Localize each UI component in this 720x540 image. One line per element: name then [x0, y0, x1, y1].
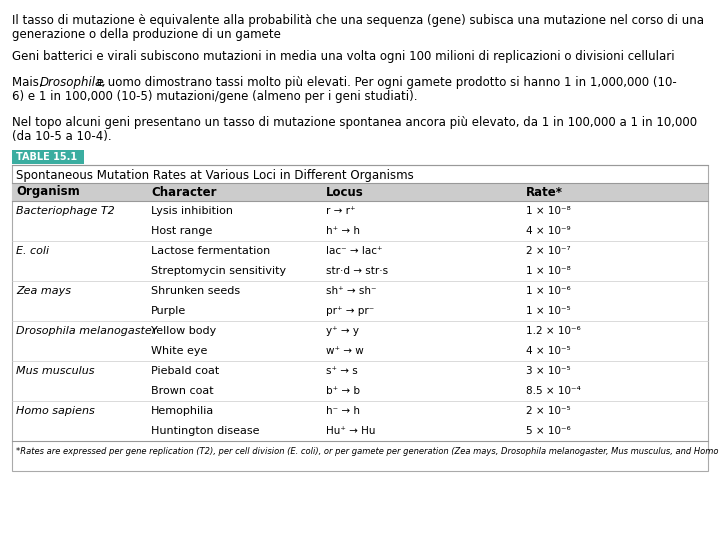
Text: Huntington disease: Huntington disease — [151, 426, 259, 436]
Text: Character: Character — [151, 186, 217, 199]
Text: pr⁺ → pr⁻: pr⁺ → pr⁻ — [326, 306, 374, 316]
Bar — [12, 165, 708, 471]
Text: 1 × 10⁻⁶: 1 × 10⁻⁶ — [526, 286, 571, 296]
Text: h⁻ → h: h⁻ → h — [326, 406, 360, 416]
Text: Shrunken seeds: Shrunken seeds — [151, 286, 240, 296]
Text: Geni batterici e virali subiscono mutazioni in media una volta ogni 100 milioni : Geni batterici e virali subiscono mutazi… — [12, 50, 675, 63]
Text: lac⁻ → lac⁺: lac⁻ → lac⁺ — [326, 246, 382, 256]
Text: Streptomycin sensitivity: Streptomycin sensitivity — [151, 266, 286, 276]
Text: 5 × 10⁻⁶: 5 × 10⁻⁶ — [526, 426, 571, 436]
Text: (da 10-5 a 10-4).: (da 10-5 a 10-4). — [12, 130, 112, 143]
Text: str·d → str·s: str·d → str·s — [326, 266, 388, 276]
Text: 2 × 10⁻⁷: 2 × 10⁻⁷ — [526, 246, 571, 256]
Text: E. coli: E. coli — [16, 246, 49, 256]
Text: r → r⁺: r → r⁺ — [326, 206, 356, 216]
Text: b⁺ → b: b⁺ → b — [326, 386, 360, 396]
Text: h⁺ → h: h⁺ → h — [326, 226, 360, 236]
Text: Mus musculus: Mus musculus — [16, 366, 94, 376]
Text: Brown coat: Brown coat — [151, 386, 214, 396]
Text: Hemophilia: Hemophilia — [151, 406, 215, 416]
Text: 8.5 × 10⁻⁴: 8.5 × 10⁻⁴ — [526, 386, 581, 396]
Text: Nel topo alcuni geni presentano un tasso di mutazione spontanea ancora più eleva: Nel topo alcuni geni presentano un tasso… — [12, 116, 697, 129]
Text: generazione o della produzione di un gamete: generazione o della produzione di un gam… — [12, 28, 281, 41]
Text: Homo sapiens: Homo sapiens — [16, 406, 95, 416]
Text: w⁺ → w: w⁺ → w — [326, 346, 364, 356]
Text: 1 × 10⁻⁵: 1 × 10⁻⁵ — [526, 306, 571, 316]
Bar — [12, 183, 708, 201]
Text: 2 × 10⁻⁵: 2 × 10⁻⁵ — [526, 406, 571, 416]
Text: y⁺ → y: y⁺ → y — [326, 326, 359, 336]
Text: Drosophila,: Drosophila, — [40, 76, 107, 89]
Text: Piebald coat: Piebald coat — [151, 366, 220, 376]
Text: 1.2 × 10⁻⁶: 1.2 × 10⁻⁶ — [526, 326, 581, 336]
Text: Yellow body: Yellow body — [151, 326, 216, 336]
Text: Zea mays: Zea mays — [16, 286, 71, 296]
Text: sh⁺ → sh⁻: sh⁺ → sh⁻ — [326, 286, 377, 296]
Text: 4 × 10⁻⁹: 4 × 10⁻⁹ — [526, 226, 571, 236]
Text: 1 × 10⁻⁸: 1 × 10⁻⁸ — [526, 266, 571, 276]
Text: 6) e 1 in 100,000 (10-5) mutazioni/gene (almeno per i geni studiati).: 6) e 1 in 100,000 (10-5) mutazioni/gene … — [12, 90, 418, 103]
Text: Lactose fermentation: Lactose fermentation — [151, 246, 270, 256]
Text: Bacteriophage T2: Bacteriophage T2 — [16, 206, 114, 216]
Text: Il tasso di mutazione è equivalente alla probabilità che una sequenza (gene) sub: Il tasso di mutazione è equivalente alla… — [12, 14, 704, 27]
Text: Lysis inhibition: Lysis inhibition — [151, 206, 233, 216]
Text: TABLE 15.1: TABLE 15.1 — [16, 152, 77, 162]
Text: Hu⁺ → Hu: Hu⁺ → Hu — [326, 426, 376, 436]
Text: 1 × 10⁻⁸: 1 × 10⁻⁸ — [526, 206, 571, 216]
Text: Drosophila melanogaster: Drosophila melanogaster — [16, 326, 156, 336]
Text: Rate*: Rate* — [526, 186, 563, 199]
Text: Mais,: Mais, — [12, 76, 46, 89]
Text: Locus: Locus — [326, 186, 364, 199]
Text: Spontaneous Mutation Rates at Various Loci in Different Organisms: Spontaneous Mutation Rates at Various Lo… — [16, 169, 414, 182]
Text: 4 × 10⁻⁵: 4 × 10⁻⁵ — [526, 346, 571, 356]
Bar — [12, 150, 84, 164]
Text: Purple: Purple — [151, 306, 186, 316]
Text: e uomo dimostrano tassi molto più elevati. Per ogni gamete prodotto si hanno 1 i: e uomo dimostrano tassi molto più elevat… — [93, 76, 677, 89]
Text: *Rates are expressed per gene replication (T2), per cell division (E. coli), or : *Rates are expressed per gene replicatio… — [16, 447, 720, 456]
Text: s⁺ → s: s⁺ → s — [326, 366, 358, 376]
Text: 3 × 10⁻⁵: 3 × 10⁻⁵ — [526, 366, 571, 376]
Text: White eye: White eye — [151, 346, 207, 356]
Text: Organism: Organism — [16, 186, 80, 199]
Text: Host range: Host range — [151, 226, 212, 236]
